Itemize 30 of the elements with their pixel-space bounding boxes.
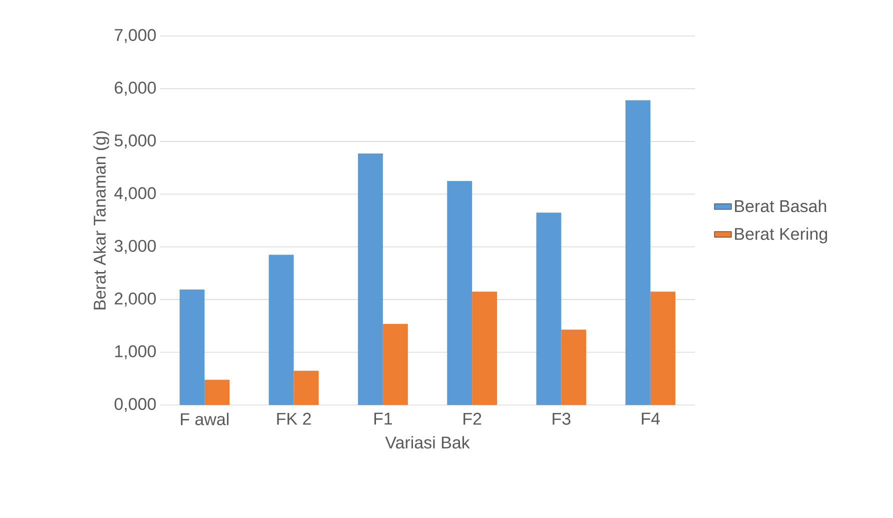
x-axis-title: Variasi Bak	[385, 436, 470, 449]
bar	[650, 292, 676, 405]
y-tick-label: 3,000	[114, 240, 156, 254]
legend-label: Berat Basah	[735, 200, 826, 212]
bar	[625, 100, 650, 405]
y-tick-label: 5,000	[114, 134, 156, 148]
bar	[268, 254, 294, 405]
bar	[294, 370, 319, 405]
y-tick-label: 4,000	[114, 187, 156, 202]
bar	[204, 380, 230, 405]
bar	[447, 180, 472, 405]
legend-label: Berat Kering	[735, 227, 828, 244]
y-tick-label: 0,000	[114, 398, 156, 412]
bar	[536, 212, 562, 405]
bar	[180, 290, 205, 405]
bar	[382, 324, 408, 405]
bar	[472, 292, 498, 405]
y-tick-label: 2,000	[114, 292, 156, 307]
y-tick-label: 1,000	[115, 345, 156, 360]
x-tick-label: F1	[374, 412, 392, 424]
y-tick-label: 6,000	[114, 82, 156, 96]
bar	[358, 154, 383, 405]
x-tick-label: F awal	[180, 412, 228, 426]
x-tick-label: F3	[552, 412, 570, 425]
y-axis-title: Berat Akar Tanaman (g)	[93, 131, 110, 310]
bar	[561, 330, 586, 405]
x-tick-label: F4	[642, 412, 660, 424]
x-tick-label: FK 2	[277, 412, 311, 425]
x-tick-label: F2	[464, 412, 482, 425]
y-tick-label: 7,000	[114, 28, 156, 44]
